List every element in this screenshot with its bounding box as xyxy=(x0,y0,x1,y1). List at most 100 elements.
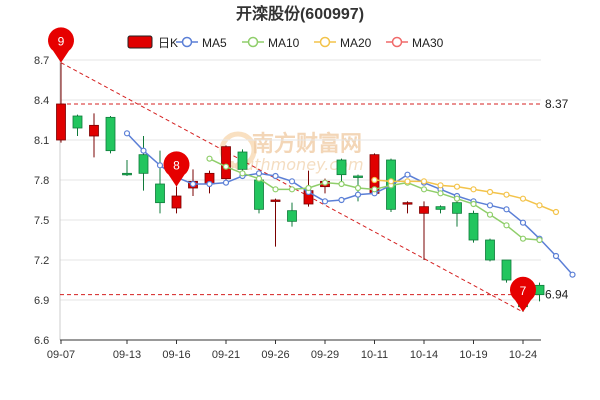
y-tick-label: 8.7 xyxy=(34,55,49,67)
ma5-line xyxy=(126,132,574,276)
ma10-point xyxy=(503,222,510,229)
candle xyxy=(287,202,297,227)
ma5-point xyxy=(123,130,131,137)
ma5-point xyxy=(321,198,329,205)
ma5-point xyxy=(552,252,560,260)
candle xyxy=(72,114,83,136)
x-tick-label: 10-19 xyxy=(459,349,487,361)
candle xyxy=(89,113,99,158)
candle-body xyxy=(221,146,231,180)
ma10-point xyxy=(519,235,527,242)
candle-body xyxy=(485,239,495,261)
candle-body xyxy=(105,116,116,152)
moving-average-lines xyxy=(123,130,576,278)
price-line-label: 8.37 xyxy=(545,97,569,111)
ma10-point xyxy=(486,211,494,218)
ma10-point xyxy=(272,186,279,193)
y-tick-label: 8.4 xyxy=(34,95,49,107)
ma10-point xyxy=(453,195,461,202)
candle xyxy=(435,205,446,214)
ma20-point xyxy=(486,188,494,196)
x-tick-label: 10-24 xyxy=(509,349,537,361)
candle xyxy=(138,136,149,191)
watermark-en: southmoney.com xyxy=(226,155,364,174)
y-tick-label: 6.6 xyxy=(34,335,49,347)
ma5-point xyxy=(503,206,510,213)
legend-swatch-k xyxy=(127,35,153,49)
x-tick-label: 09-13 xyxy=(113,349,141,361)
legend-marker-ma20 xyxy=(319,36,331,48)
candle-body xyxy=(237,151,248,170)
candle xyxy=(534,282,545,302)
y-tick-label: 7.5 xyxy=(34,215,49,227)
candle-body xyxy=(270,199,281,202)
chart-title: 开滦股份(600997) xyxy=(236,4,364,23)
candle xyxy=(336,158,347,186)
candle-body xyxy=(122,172,132,176)
ma5-point xyxy=(255,170,263,177)
legend-label-ma20: MA20 xyxy=(340,36,372,50)
x-tick-label: 09-26 xyxy=(261,349,289,361)
candle xyxy=(122,160,132,176)
legend-label-ma10: MA10 xyxy=(268,36,300,50)
ma10-point xyxy=(420,186,428,193)
pin-shape xyxy=(510,276,536,312)
y-axis: 6.6 6.9 7.2 7.5 7.8 8.1 8.4 8.7 xyxy=(34,55,49,347)
pin-shape xyxy=(163,151,190,187)
ma10-point xyxy=(470,200,477,208)
ma10-point xyxy=(288,186,296,193)
legend-label-ma30: MA30 xyxy=(412,36,444,50)
x-tick-label: 09-07 xyxy=(47,349,75,361)
candle-body xyxy=(287,210,297,222)
pin-label: 9 xyxy=(58,35,65,49)
candle-body xyxy=(353,175,363,178)
ma20-point xyxy=(536,202,543,209)
x-tick-label: 09-16 xyxy=(162,349,190,361)
ma10-point xyxy=(239,170,246,177)
ma10-point xyxy=(305,184,312,192)
markers: 9 8 7 xyxy=(48,27,536,312)
ma20-point xyxy=(437,182,444,189)
ma10-point xyxy=(536,236,543,244)
y-tick-label: 7.2 xyxy=(34,255,49,267)
ma20-line xyxy=(374,179,557,213)
candle xyxy=(105,116,116,154)
ma5-point xyxy=(272,172,279,180)
legend-marker-ma5 xyxy=(181,36,193,48)
ma5-point xyxy=(156,162,164,169)
candle-body xyxy=(468,212,479,241)
candle xyxy=(501,259,512,283)
candle xyxy=(155,150,165,214)
ma5-point xyxy=(354,191,362,198)
candle-body xyxy=(56,103,66,141)
x-tick-label: 10-14 xyxy=(410,349,438,361)
ma10-point xyxy=(354,184,362,192)
x-axis: 09-07 09-13 09-16 09-21 09-26 09-29 10-11 10-14… xyxy=(47,339,541,361)
ma20-point xyxy=(371,176,378,184)
ma10-point xyxy=(222,163,230,170)
ma20-point xyxy=(519,195,527,202)
y-tick-label: 7.8 xyxy=(34,175,49,187)
ma5-point xyxy=(222,179,230,186)
x-tick-label: 09-21 xyxy=(212,349,240,361)
legend-marker-ma10 xyxy=(247,36,259,48)
legend-label-k: 日K xyxy=(158,36,178,50)
candle-body xyxy=(138,154,149,174)
ma5-point xyxy=(288,178,296,185)
candle xyxy=(419,201,429,260)
candle-body xyxy=(534,284,545,296)
candle-body xyxy=(402,202,413,205)
ma20-point xyxy=(420,178,428,185)
candle-body xyxy=(435,206,446,210)
ma10-point xyxy=(255,175,263,182)
candle-body xyxy=(419,206,429,214)
candle xyxy=(468,210,479,243)
pin-label: 7 xyxy=(520,284,527,298)
ma20-point xyxy=(453,183,461,190)
ma10-point xyxy=(371,186,378,193)
reference-lines: 8.37 6.94 xyxy=(60,62,569,313)
pin-shape xyxy=(48,27,74,63)
candle-body xyxy=(155,183,165,204)
